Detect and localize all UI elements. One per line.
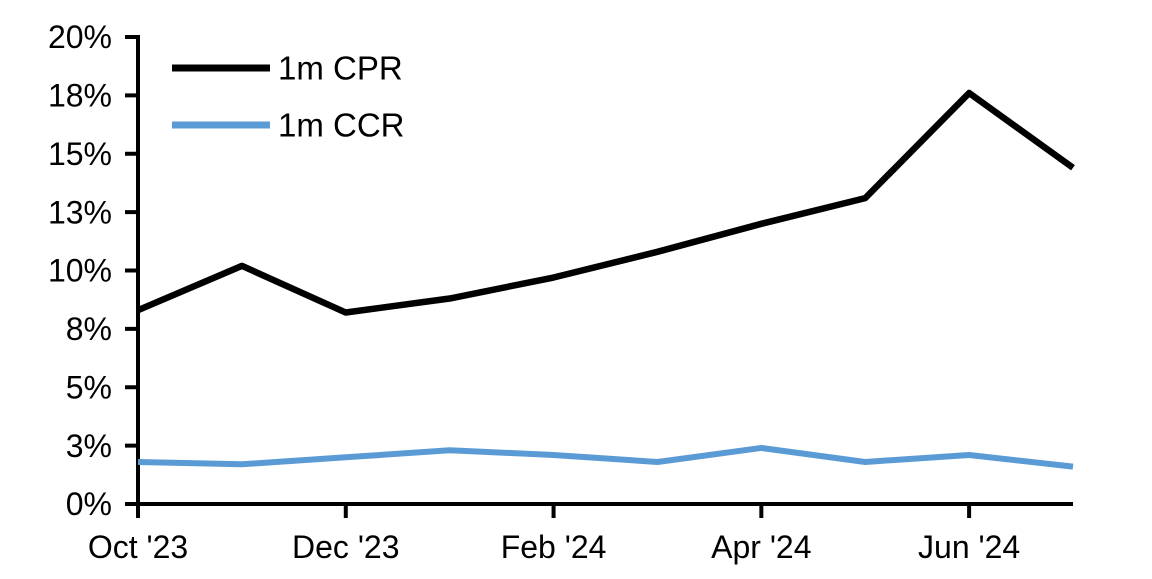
series-line-1m-ccr xyxy=(137,444,1074,470)
series-line-1m-cpr xyxy=(136,89,1075,316)
legend-label-1m-cpr: 1m CPR xyxy=(278,50,403,87)
y-axis-tick-label: 10% xyxy=(48,253,112,289)
y-axis-ticks xyxy=(125,35,138,506)
axis-lines xyxy=(136,35,1073,506)
x-axis-tick-label: Dec '23 xyxy=(292,529,400,565)
y-axis-tick-label: 0% xyxy=(66,486,112,522)
chart-legend: 1m CPR 1m CCR xyxy=(172,50,405,144)
y-axis-tick-label: 20% xyxy=(48,19,112,55)
x-axis-tick-label: Feb '24 xyxy=(501,529,607,565)
legend-label-1m-ccr: 1m CCR xyxy=(278,107,405,144)
x-axis-tick-label: Oct '23 xyxy=(88,529,188,565)
x-axis-tick-label: Apr '24 xyxy=(711,529,811,565)
axis-line xyxy=(136,35,1073,506)
y-axis-tick-label: 5% xyxy=(66,369,112,405)
x-axis-labels: Oct '23 Dec '23 Feb '24 Apr '24 Jun '24 xyxy=(88,529,1020,565)
y-axis-labels: 0% 3% 5% 8% 10% 13% 15% 18% 20% xyxy=(48,19,112,522)
x-axis-ticks xyxy=(136,504,972,518)
y-axis-tick-label: 13% xyxy=(48,194,112,230)
y-axis-tick-label: 15% xyxy=(48,136,112,172)
y-axis-tick-label: 3% xyxy=(66,428,112,464)
y-axis-tick-label: 18% xyxy=(48,78,112,114)
y-axis-tick-label: 8% xyxy=(66,311,112,347)
data-series xyxy=(136,89,1075,470)
x-axis-tick-label: Jun '24 xyxy=(918,529,1020,565)
